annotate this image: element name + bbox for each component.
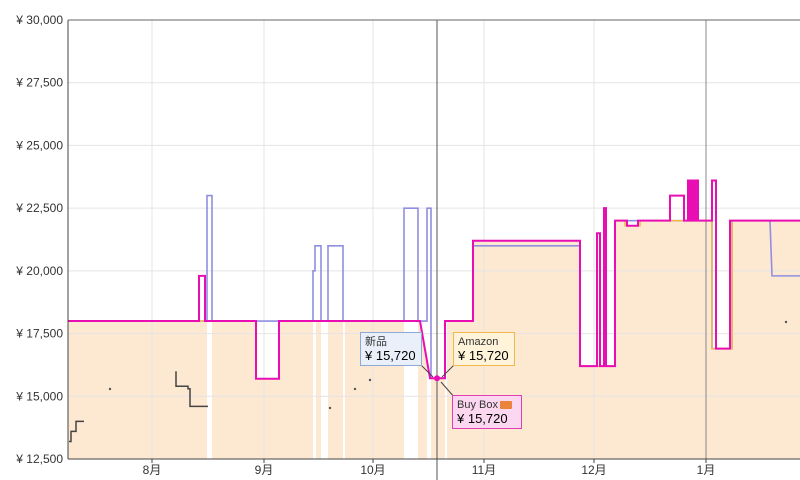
tooltip-buybox-value: ¥ 15,720 — [457, 411, 508, 426]
x-tick-label: 12月 — [581, 463, 606, 477]
y-tick-label: ¥ 17,500 — [15, 327, 63, 341]
y-tick-label: ¥ 25,000 — [15, 138, 63, 152]
x-tick-label: 8月 — [143, 463, 162, 477]
tooltip-buybox-label: Buy Box — [457, 399, 498, 411]
hover-marker — [434, 375, 440, 382]
stock-gap — [445, 321, 447, 459]
buybox-series-line — [68, 179, 800, 380]
y-tick-label: ¥ 27,500 — [15, 76, 63, 90]
tooltip-new-label: 新品 — [365, 336, 387, 348]
tooltip-leader-amazon — [441, 363, 456, 378]
stock-gap — [343, 321, 345, 459]
stock-gap — [427, 321, 431, 459]
tooltip-leader-new — [419, 363, 434, 378]
y-tick-label: ¥ 20,000 — [15, 264, 63, 278]
tooltip-new-value: ¥ 15,720 — [365, 348, 416, 363]
used-price-point — [328, 406, 332, 410]
truck-icon — [499, 401, 512, 410]
y-tick-label: ¥ 30,000 — [15, 13, 63, 27]
amazon-area-fill — [68, 220, 800, 459]
y-tick-label: ¥ 22,500 — [15, 201, 63, 215]
used-price-point — [784, 320, 788, 324]
x-tick-label: 11月 — [472, 463, 496, 477]
stock-gap — [313, 321, 316, 459]
y-tick-label: ¥ 15,000 — [15, 389, 63, 403]
x-tick-label: 9月 — [255, 463, 274, 477]
stock-gap — [321, 321, 328, 459]
x-tick-label: 10月 — [360, 463, 385, 477]
tooltip-amazon-label: Amazon — [458, 336, 499, 348]
stock-gap — [207, 321, 212, 459]
y-tick-label: ¥ 12,500 — [15, 452, 63, 466]
used-price-point — [368, 378, 372, 382]
used-series-line — [69, 420, 84, 443]
used-price-point — [353, 387, 357, 391]
tooltip-new-price: 新品 ¥ 15,720 — [360, 332, 422, 366]
tooltip-amazon-value: ¥ 15,720 — [458, 348, 509, 363]
tooltip-amazon-price: Amazon ¥ 15,720 — [453, 332, 515, 366]
x-tick-label: 1月 — [697, 463, 716, 477]
used-price-point — [108, 387, 112, 391]
tooltip-buybox-price: Buy Box ¥ 15,720 — [452, 395, 522, 429]
used2-series-line — [175, 371, 208, 408]
